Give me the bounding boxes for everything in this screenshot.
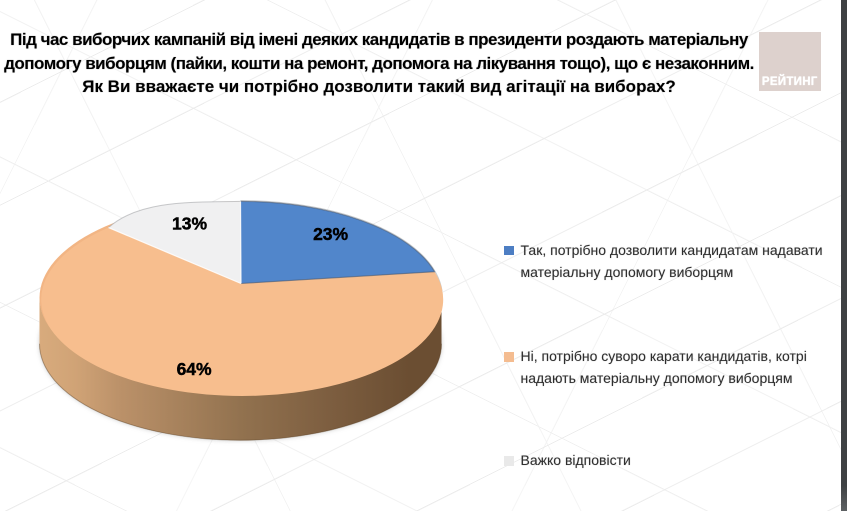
- svg-text:23%: 23%: [313, 224, 348, 244]
- svg-text:64%: 64%: [177, 359, 212, 379]
- svg-text:13%: 13%: [172, 213, 207, 233]
